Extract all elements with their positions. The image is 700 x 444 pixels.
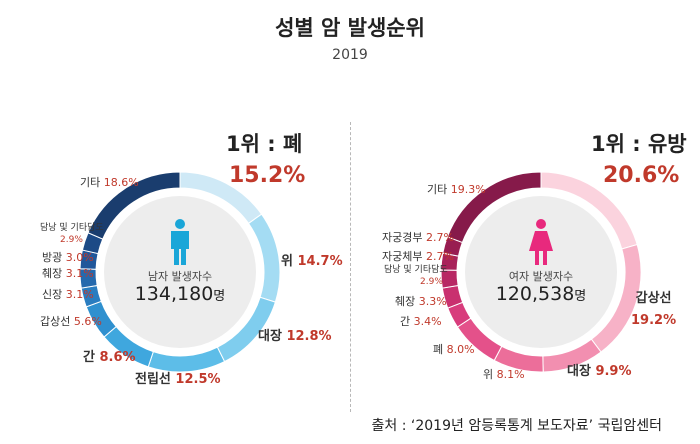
female-label-cervix-name: 자궁경부 xyxy=(382,231,423,244)
female-label-stomach-pct: 8.1% xyxy=(496,368,525,381)
female-label-gallbladder: 담낭 및 기타담도 2.9% xyxy=(384,264,448,288)
female-label-lung-pct: 8.0% xyxy=(446,343,475,356)
male-label-kidney: 신장 3.1% xyxy=(42,286,94,302)
female-rank-pct: 20.6% xyxy=(603,163,680,188)
male-label-gallbladder: 담낭 및 기타담도 2.9% xyxy=(40,222,104,246)
female-label-other-pct: 19.3% xyxy=(450,183,486,196)
female-label-thyroid-name: 갑상선 xyxy=(635,291,672,306)
chart-title: 성별 암 발생순위 xyxy=(275,16,425,40)
male-center-disc xyxy=(104,196,256,348)
male-rank-title: 1위 : 폐 xyxy=(226,132,303,156)
female-label-lung: 폐 8.0% xyxy=(433,341,475,357)
female-label-stomach: 위 8.1% xyxy=(483,366,525,382)
male-center-count: 134,180명 xyxy=(100,283,260,305)
male-label-kidney-pct: 3.1% xyxy=(65,288,94,301)
male-label-stomach-pct: 14.7% xyxy=(297,254,343,269)
female-label-liver: 간 3.4% xyxy=(400,313,442,329)
male-label-thyroid-pct: 5.6% xyxy=(73,315,102,328)
male-label-stomach: 위 14.7% xyxy=(281,250,343,269)
female-label-pancreas: 췌장 3.3% xyxy=(395,293,447,309)
male-label-bladder-pct: 3.0% xyxy=(65,251,94,264)
male-label-thyroid-name: 갑상선 xyxy=(40,315,71,328)
male-label-liver-name: 간 xyxy=(83,350,95,365)
male-label-pancreas-pct: 3.1% xyxy=(65,267,94,280)
female-label-colorectal: 대장 9.9% xyxy=(567,360,632,379)
male-label-pancreas: 췌장 3.1% xyxy=(42,265,94,281)
female-center-label: 여자 발생자수 xyxy=(508,270,574,283)
female-label-gallbladder-name: 담낭 및 기타담도 xyxy=(384,265,448,275)
female-label-pancreas-pct: 3.3% xyxy=(418,295,447,308)
female-person-icon xyxy=(529,219,553,265)
female-label-gallbladder-pct: 2.9% xyxy=(420,277,443,287)
male-label-liver-pct: 8.6% xyxy=(99,350,136,365)
female-label-lung-name: 폐 xyxy=(433,343,444,356)
male-person-icon xyxy=(171,219,189,265)
female-label-colorectal-name: 대장 xyxy=(567,364,591,379)
female-center-disc xyxy=(465,196,617,348)
female-rank-title: 1위 : 유방 xyxy=(591,132,687,156)
male-label-other: 기타 18.6% xyxy=(80,174,139,190)
male-label-thyroid: 갑상선 5.6% xyxy=(40,313,102,329)
male-label-liver: 간 8.6% xyxy=(83,346,136,365)
female-label-cervix-pct: 2.7% xyxy=(425,231,454,244)
male-label-bladder: 방광 3.0% xyxy=(42,249,94,265)
male-label-gallbladder-pct: 2.9% xyxy=(60,235,83,245)
female-label-uterine-body: 자궁체부 2.7% xyxy=(382,248,454,264)
male-label-bladder-name: 방광 xyxy=(42,251,63,264)
female-label-uterine-body-pct: 2.7% xyxy=(425,250,454,263)
female-label-liver-pct: 3.4% xyxy=(413,315,442,328)
female-label-liver-name: 간 xyxy=(400,315,411,328)
male-rank-pct: 15.2% xyxy=(229,163,306,188)
male-label-kidney-name: 신장 xyxy=(42,288,63,301)
source-note: 출처 : ‘2019년 암등록통계 보도자료’ 국립암센터 xyxy=(371,418,662,434)
male-slice-10 xyxy=(87,171,181,240)
female-label-cervix: 자궁경부 2.7% xyxy=(382,229,454,245)
male-label-other-name: 기타 xyxy=(80,176,101,189)
male-center-count-unit: 명 xyxy=(213,289,226,304)
female-label-pancreas-name: 췌장 xyxy=(395,295,416,308)
male-label-stomach-name: 위 xyxy=(281,254,293,269)
male-label-colorectal-pct: 12.8% xyxy=(286,329,332,344)
female-center-count-value: 120,538 xyxy=(495,283,575,305)
male-center-label: 남자 발생자수 xyxy=(147,270,213,283)
male-label-colorectal: 대장 12.8% xyxy=(258,325,332,344)
female-label-thyroid: 갑상선 19.2% xyxy=(631,288,676,332)
female-slice-10 xyxy=(446,171,542,244)
male-label-prostate-pct: 12.5% xyxy=(175,372,221,387)
chart-year: 2019 xyxy=(332,47,368,63)
male-label-pancreas-name: 췌장 xyxy=(42,267,63,280)
female-label-uterine-body-name: 자궁체부 xyxy=(382,250,423,263)
female-label-other-name: 기타 xyxy=(427,183,448,196)
male-label-other-pct: 18.6% xyxy=(103,176,139,189)
female-label-thyroid-pct: 19.2% xyxy=(631,313,677,328)
male-label-prostate: 전립선 12.5% xyxy=(135,368,221,387)
female-label-colorectal-pct: 9.9% xyxy=(595,364,632,379)
female-center-count-unit: 명 xyxy=(574,289,587,304)
female-center-count: 120,538명 xyxy=(461,283,621,305)
male-label-colorectal-name: 대장 xyxy=(258,329,282,344)
divider xyxy=(350,122,351,412)
female-label-stomach-name: 위 xyxy=(483,368,494,381)
female-label-other: 기타 19.3% xyxy=(427,181,486,197)
male-center-count-value: 134,180 xyxy=(134,283,214,305)
male-label-gallbladder-name: 담낭 및 기타담도 xyxy=(40,223,104,233)
male-label-prostate-name: 전립선 xyxy=(135,372,171,387)
